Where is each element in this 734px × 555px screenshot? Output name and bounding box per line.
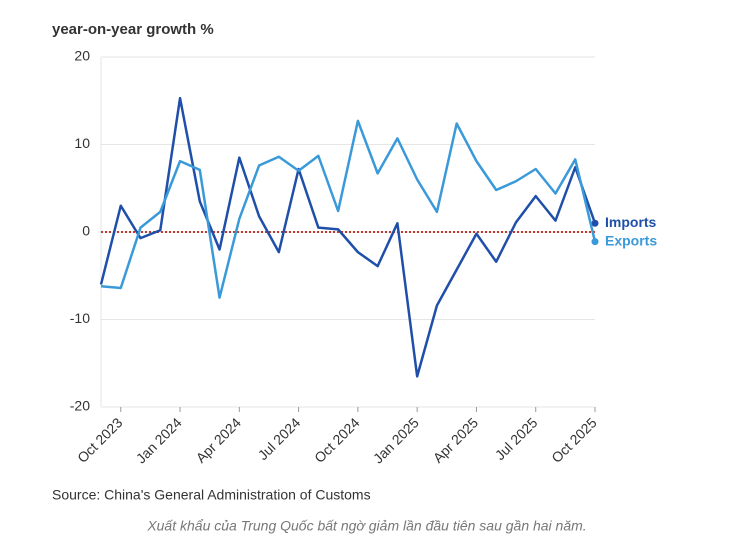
end-dot xyxy=(591,238,599,246)
x-tick-label: Apr 2024 xyxy=(193,414,245,466)
chart-title: year-on-year growth % xyxy=(52,21,214,38)
y-tick-label: -20 xyxy=(70,398,90,414)
end-dot xyxy=(591,219,599,227)
x-tick-label: Jul 2025 xyxy=(492,414,541,463)
x-tick-label: Oct 2025 xyxy=(548,414,600,466)
y-tick-label: 0 xyxy=(82,223,90,239)
source: Source: China's General Administration o… xyxy=(52,487,371,503)
y-tick-label: 20 xyxy=(74,48,90,64)
line xyxy=(99,96,597,378)
x-tick-label: Jul 2024 xyxy=(255,414,304,463)
x-tick-label: Jan 2024 xyxy=(133,414,185,466)
x-tick-label: Jan 2025 xyxy=(370,414,422,466)
y-tick-label: -10 xyxy=(70,310,90,326)
y-tick-label: 10 xyxy=(74,135,90,151)
caption: Xuất khẩu của Trung Quốc bất ngờ giảm lầ… xyxy=(146,518,586,534)
legend-label: Exports xyxy=(605,232,657,248)
legend-label: Imports xyxy=(605,214,657,230)
x-tick-label: Oct 2024 xyxy=(311,414,363,466)
line xyxy=(100,119,597,299)
x-tick-label: Oct 2023 xyxy=(74,414,126,466)
x-tick-label: Apr 2025 xyxy=(430,414,482,466)
